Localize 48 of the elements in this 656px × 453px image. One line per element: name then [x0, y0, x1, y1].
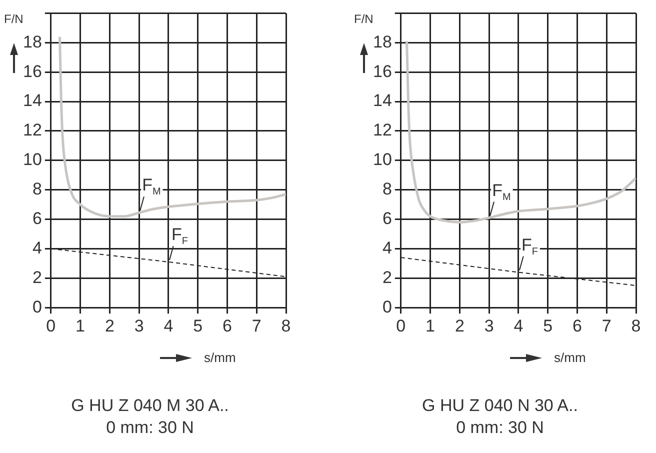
y-tick-label: 14 — [22, 91, 42, 110]
y-tick-label: 18 — [22, 32, 42, 52]
y-tick-label: 2 — [382, 268, 392, 287]
y-axis-title: F/N — [4, 12, 24, 26]
text: 0 mm: 30 N — [105, 418, 195, 438]
y-tick-label: 10 — [372, 150, 392, 170]
y-tick-label: 12 — [22, 120, 42, 140]
x-tick-label: 1 — [76, 316, 86, 336]
y-tick-label: 10 — [22, 150, 42, 170]
line-series — [406, 40, 636, 224]
x-tick-label: 4 — [514, 316, 524, 336]
y-tick-label: 6 — [32, 208, 42, 228]
x-tick-label: 2 — [454, 316, 464, 336]
x-tick-label: 8 — [281, 316, 291, 336]
text: 0 mm: 30 N — [455, 418, 545, 438]
y-tick-label: 8 — [32, 180, 42, 199]
x-tick-label: 3 — [484, 316, 494, 336]
y-tick-label: 16 — [372, 62, 392, 81]
y-tick-label: 0 — [382, 297, 392, 316]
y-tick-label: 16 — [22, 62, 42, 81]
x-tick-label: 1 — [426, 316, 436, 336]
x-tick-label: 3 — [134, 316, 144, 336]
y-tick-label: 2 — [32, 268, 42, 287]
y-tick-label: 4 — [32, 238, 42, 258]
y-tick-label: 0 — [32, 297, 42, 316]
x-tick-label: 8 — [631, 316, 641, 336]
y-tick-label: 12 — [372, 120, 392, 140]
x-tick-label: 6 — [572, 316, 582, 336]
x-axis-title: s/mm — [204, 350, 236, 365]
y-tick-label: 4 — [382, 238, 392, 258]
y-axis-title: F/N — [354, 12, 374, 26]
x-tick-label: 7 — [252, 316, 262, 336]
y-tick-label: 18 — [372, 32, 392, 52]
x-tick-label: 0 — [396, 316, 406, 336]
x-tick-label: 2 — [104, 316, 114, 336]
line-series — [58, 36, 286, 218]
x-tick-label: 5 — [193, 316, 203, 336]
x-tick-label: 0 — [46, 316, 56, 336]
y-tick-label: 8 — [382, 180, 392, 199]
x-tick-label: 7 — [602, 316, 612, 336]
x-tick-label: 6 — [222, 316, 232, 336]
text: G HU Z 040 N 30 A.. — [421, 396, 579, 416]
x-axis-title: s/mm — [554, 350, 586, 365]
y-tick-label: 14 — [372, 91, 392, 110]
x-tick-label: 4 — [164, 316, 174, 336]
text: G HU Z 040 M 30 A.. — [70, 396, 230, 416]
y-tick-label: 6 — [382, 208, 392, 228]
x-tick-label: 5 — [543, 316, 553, 336]
